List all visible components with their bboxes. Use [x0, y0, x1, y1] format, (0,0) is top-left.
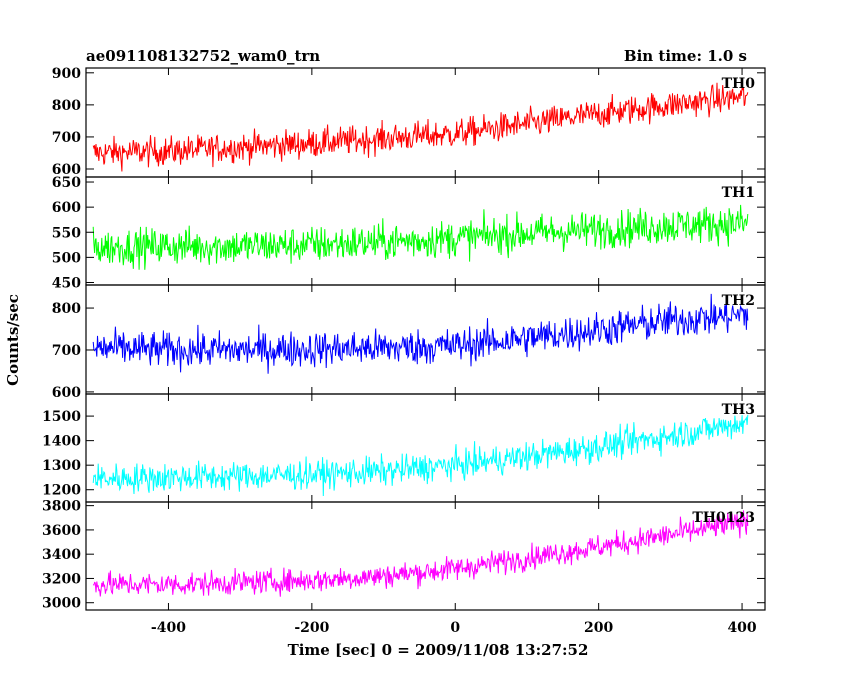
panel-frame: [85, 284, 766, 395]
panel-th0123: [92, 510, 749, 597]
y-tick-label: 3000: [42, 596, 81, 612]
series-line-th0123: [92, 510, 749, 597]
panel-label-th3: TH3: [722, 402, 755, 418]
y-tick-label: 3800: [42, 499, 81, 515]
y-tick-label: 600: [52, 162, 81, 178]
y-tick-label: 800: [52, 98, 81, 114]
x-tick-label: 200: [584, 620, 613, 636]
x-tick-label: -200: [294, 620, 329, 636]
y-tick-label: 800: [52, 301, 81, 317]
chart-title: ae091108132752_wam0_trn: [86, 47, 320, 65]
y-tick-label: 700: [52, 343, 81, 359]
y-tick-label: 1200: [42, 483, 81, 499]
panel-frame: [85, 393, 766, 503]
panel-th0: [92, 82, 749, 172]
y-tick-label: 550: [52, 225, 81, 241]
x-tick-label: 400: [727, 620, 756, 636]
y-tick-label: 600: [52, 200, 81, 216]
bin-time-label: Bin time: 1.0 s: [624, 47, 747, 65]
panel-th1: [92, 204, 749, 270]
y-axis-label: Counts/sec: [4, 294, 22, 386]
panel-frame: [85, 501, 766, 611]
y-tick-label: 600: [52, 385, 81, 401]
series-line-th0: [92, 82, 749, 172]
y-tick-label: 3400: [42, 547, 81, 563]
panel-frame: [85, 67, 766, 178]
y-tick-label: 1500: [42, 409, 81, 425]
y-tick-label: 650: [52, 175, 81, 191]
x-tick-label: -400: [151, 620, 186, 636]
y-tick-label: 900: [52, 66, 81, 82]
x-axis-label: Time [sec] 0 = 2009/11/08 13:27:52: [288, 641, 589, 659]
panel-th2: [92, 293, 749, 374]
y-tick-label: 500: [52, 250, 81, 266]
y-tick-label: 1400: [42, 434, 81, 450]
series-line-th1: [92, 204, 749, 270]
panel-th3: [92, 414, 749, 497]
series-line-th2: [92, 293, 749, 374]
y-tick-label: 3200: [42, 571, 81, 587]
panel-label-th2: TH2: [722, 293, 755, 309]
panel-label-th1: TH1: [722, 185, 755, 201]
y-tick-label: 1300: [42, 458, 81, 474]
y-tick-label: 3600: [42, 523, 81, 539]
axes-group: 600700800900TH0450500550600650TH16007008…: [42, 66, 766, 636]
panels-group: [92, 82, 749, 597]
panel-label-th0123: TH0123: [692, 510, 755, 526]
y-tick-label: 700: [52, 130, 81, 146]
panel-label-th0: TH0: [722, 76, 756, 92]
series-line-th3: [92, 414, 749, 497]
y-tick-label: 450: [52, 275, 81, 291]
x-tick-label: 0: [450, 620, 460, 636]
